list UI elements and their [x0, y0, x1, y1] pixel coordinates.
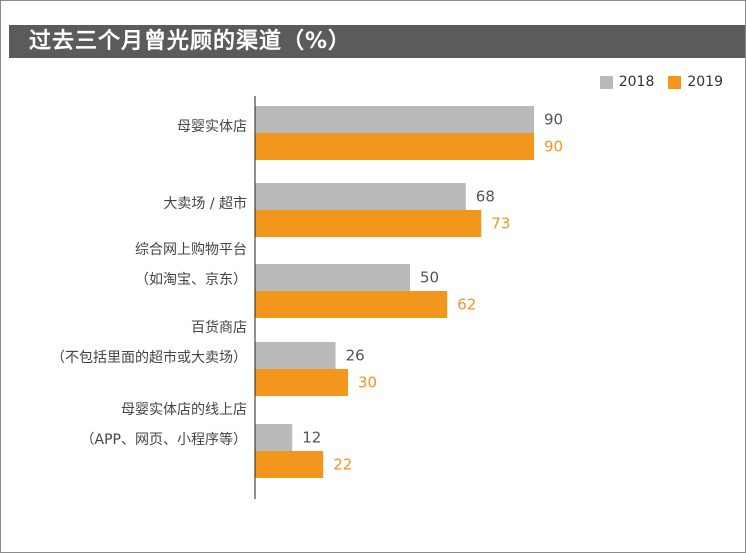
value-label-2018-1: 68: [476, 188, 495, 206]
category-label-4-1: （APP、网页、小程序等）: [81, 431, 247, 448]
title-bar: 过去三个月曾光顾的渠道（%）: [9, 25, 745, 58]
bar-2018-4: [255, 424, 293, 451]
bar-2019-4: [255, 451, 324, 478]
value-label-2019-4: 22: [333, 456, 352, 474]
bar-2019-0: [255, 133, 534, 160]
value-label-2019-2: 62: [457, 296, 476, 314]
bar-2019-2: [255, 291, 448, 318]
bar-2018-0: [255, 106, 534, 133]
legend-label-2019: 2019: [687, 74, 723, 90]
category-label-2-0: 综合网上购物平台: [135, 242, 247, 258]
value-label-2018-0: 90: [544, 111, 563, 129]
category-label-1-0: 大卖场 / 超市: [163, 195, 247, 212]
category-label-3-0: 百货商店: [191, 319, 247, 336]
bar-2018-3: [255, 342, 336, 369]
legend-swatch-2018: [599, 75, 613, 89]
bar-2018-1: [255, 183, 466, 210]
chart-title: 过去三个月曾光顾的渠道（%）: [29, 29, 352, 54]
value-label-2019-3: 30: [358, 374, 377, 392]
value-label-2018-2: 50: [420, 269, 439, 287]
legend-item-2019: 2019: [668, 74, 723, 90]
legend: 2018 2019: [599, 74, 723, 90]
category-label-3-1: （不包括里面的超市或大卖场）: [51, 349, 247, 366]
value-label-2018-3: 26: [346, 347, 365, 365]
value-label-2018-4: 12: [302, 429, 321, 447]
legend-swatch-2019: [668, 75, 682, 89]
bar-2019-3: [255, 369, 348, 396]
value-label-2019-0: 90: [544, 138, 563, 156]
category-label-4-0: 母婴实体店的线上店: [121, 402, 247, 418]
legend-item-2018: 2018: [599, 74, 655, 90]
value-label-2019-1: 73: [491, 215, 510, 233]
category-label-0-0: 母婴实体店: [177, 119, 247, 135]
bar-2018-2: [255, 264, 410, 291]
bar-2019-1: [255, 210, 482, 237]
legend-label-2018: 2018: [618, 74, 655, 90]
category-label-2-1: （如淘宝、京东）: [135, 272, 247, 288]
